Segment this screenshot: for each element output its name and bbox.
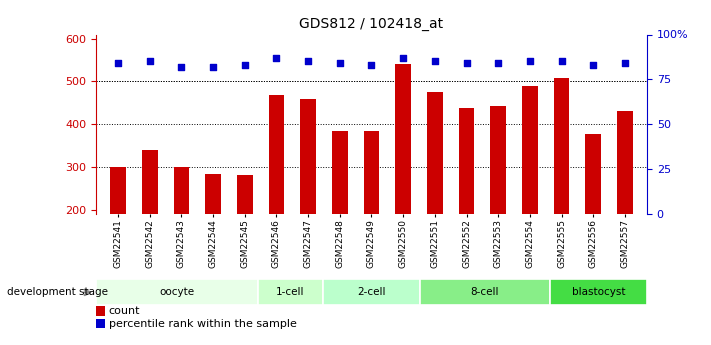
Text: blastocyst: blastocyst [572,287,625,297]
Bar [363,131,380,295]
Bar [522,86,538,295]
Bar [173,167,189,295]
Text: 8-cell: 8-cell [471,287,499,297]
Bar [427,92,443,295]
Point [176,64,187,70]
Point [271,55,282,61]
Point [429,59,441,64]
Bar [323,279,420,305]
Bar [142,150,158,295]
Text: percentile rank within the sample: percentile rank within the sample [109,319,296,328]
Bar [258,279,323,305]
Point [208,64,219,70]
Text: oocyte: oocyte [159,287,195,297]
Bar [550,279,647,305]
Point [365,62,377,68]
Text: count: count [109,306,140,316]
Bar [205,174,221,295]
Text: development stage: development stage [7,287,108,297]
Bar [420,279,550,305]
Bar [491,106,506,295]
Point [619,60,631,66]
Bar [237,176,252,295]
Bar [554,79,570,295]
Bar [585,134,601,295]
Point [334,60,346,66]
Point [239,62,250,68]
Bar [395,65,411,295]
Point [302,59,314,64]
Bar [269,95,284,295]
Title: GDS812 / 102418_at: GDS812 / 102418_at [299,17,444,31]
Text: 1-cell: 1-cell [276,287,305,297]
Point [556,59,567,64]
Point [144,59,156,64]
Point [524,59,535,64]
Bar [617,110,633,295]
Bar [110,167,126,295]
Bar [300,99,316,295]
Point [493,60,504,66]
Point [461,60,472,66]
Point [397,55,409,61]
Text: 2-cell: 2-cell [357,287,386,297]
Point [587,62,599,68]
Bar [332,131,348,295]
Bar [96,279,258,305]
Bar [459,108,474,295]
Point [112,60,124,66]
